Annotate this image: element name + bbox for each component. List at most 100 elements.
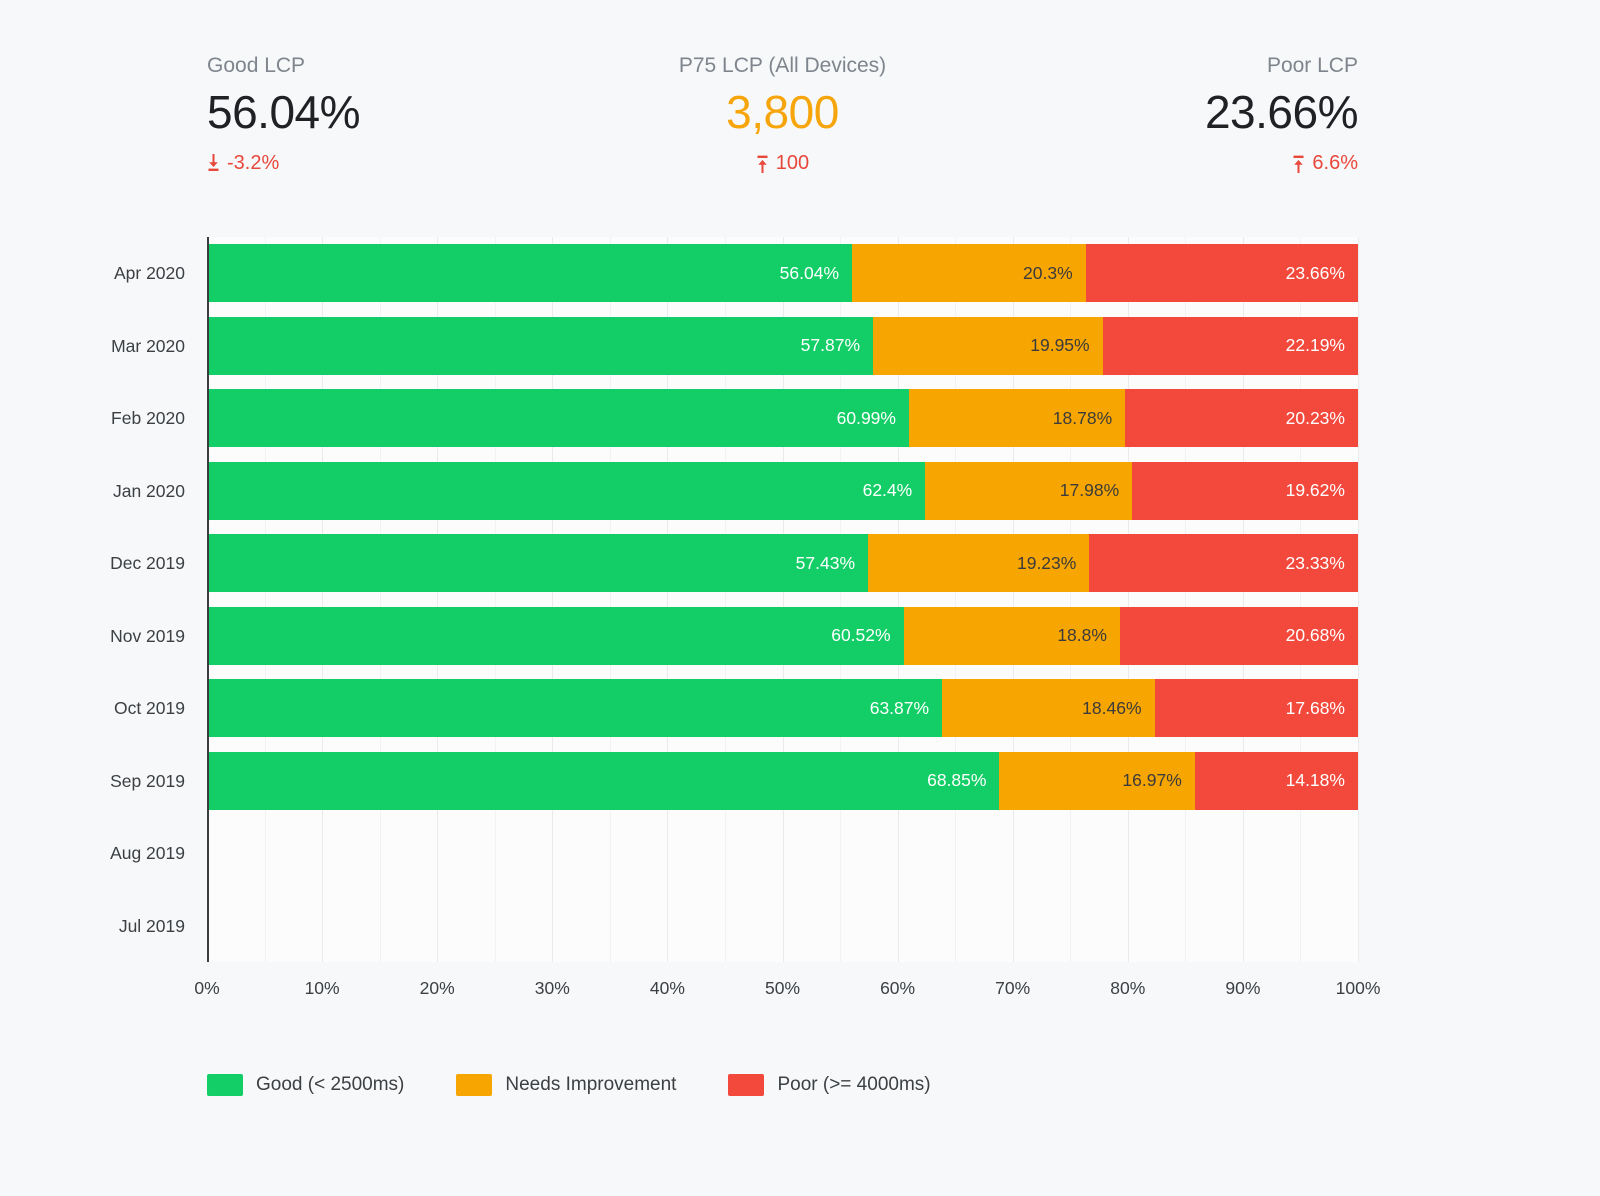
legend-label: Poor (>= 4000ms) xyxy=(777,1074,931,1095)
bar-segment-needs-improvement[interactable]: 18.78% xyxy=(908,389,1126,448)
bar-segment-poor[interactable]: 23.66% xyxy=(1085,244,1358,303)
legend-swatch-needs-improvement xyxy=(456,1074,493,1096)
kpi-delta-value: 100 xyxy=(775,152,810,174)
bar-segment-good[interactable]: 57.43% xyxy=(207,534,869,593)
legend-swatch-poor xyxy=(728,1074,765,1096)
bar-segment-needs-improvement[interactable]: 18.46% xyxy=(942,679,1155,738)
kpi-header: Good LCP 56.04% -3.2% P75 LCP (All Devic… xyxy=(0,0,1600,175)
kpi-value: 23.66% xyxy=(1204,86,1359,138)
x-axis-tick-label: 0% xyxy=(194,978,220,998)
gridline xyxy=(782,237,784,962)
gridline xyxy=(724,237,726,962)
bar-row: 68.85% 16.97% 14.18% xyxy=(207,745,1358,818)
trend-up-icon xyxy=(756,154,769,173)
bar-segment-poor[interactable]: 17.68% xyxy=(1154,679,1358,738)
segment-label: 17.98% xyxy=(1059,480,1120,501)
bar-segment-poor[interactable]: 22.19% xyxy=(1102,316,1358,375)
bar-segment-poor[interactable]: 14.18% xyxy=(1194,751,1358,810)
segment-label: 20.68% xyxy=(1285,625,1345,646)
segment-label: 17.68% xyxy=(1285,697,1345,718)
stacked-bar: 63.87% 18.46% 17.68% xyxy=(207,679,1358,738)
y-axis-labels: Apr 2020 Mar 2020 Feb 2020 Jan 2020 Dec 2019… xyxy=(0,237,207,962)
stacked-bar: 60.52% 18.8% 20.68% xyxy=(207,606,1358,665)
bar-row: 56.04% 20.3% 23.66% xyxy=(207,237,1358,310)
bar-segment-poor[interactable]: 19.62% xyxy=(1132,461,1358,520)
bar-segment-needs-improvement[interactable]: 20.3% xyxy=(852,244,1086,303)
kpi-delta-value: -3.2% xyxy=(227,152,280,174)
stacked-bar xyxy=(207,824,1358,882)
bar-row: 63.87% 18.46% 17.68% xyxy=(207,672,1358,745)
gridline xyxy=(609,237,611,962)
y-axis-label: Jul 2019 xyxy=(118,915,185,936)
lcp-distribution-chart: Apr 2020 Mar 2020 Feb 2020 Jan 2020 Dec 2019… xyxy=(0,237,1600,962)
x-axis-tick-label: 90% xyxy=(1225,978,1261,998)
bar-segment-needs-improvement[interactable]: 17.98% xyxy=(925,461,1133,520)
stacked-bar xyxy=(207,897,1358,955)
segment-label: 19.23% xyxy=(1016,552,1077,573)
bar-segment-poor[interactable]: 20.68% xyxy=(1119,606,1358,665)
stacked-bar: 56.04% 20.3% 23.66% xyxy=(207,244,1358,303)
segment-label: 19.95% xyxy=(1030,335,1090,356)
legend-label: Needs Improvement xyxy=(505,1074,677,1095)
legend-label: Good (< 2500ms) xyxy=(256,1074,405,1095)
x-axis-tick-label: 60% xyxy=(880,978,916,998)
bar-segment-good[interactable]: 60.99% xyxy=(207,389,909,448)
bar-segment-poor[interactable]: 20.23% xyxy=(1125,389,1358,448)
bar-row: 57.87% 19.95% 22.19% xyxy=(207,310,1358,383)
bar-segment-needs-improvement[interactable]: 19.23% xyxy=(868,534,1090,593)
legend-item-poor[interactable]: Poor (>= 4000ms) xyxy=(728,1074,931,1096)
bar-segment-good[interactable]: 63.87% xyxy=(207,679,943,738)
gridline xyxy=(840,237,842,962)
bar-segment-needs-improvement[interactable]: 18.8% xyxy=(903,606,1120,665)
bar-segment-needs-improvement[interactable]: 16.97% xyxy=(999,751,1195,810)
y-axis-label: Jan 2020 xyxy=(112,480,185,501)
segment-label: 56.04% xyxy=(779,262,840,283)
stacked-bar: 57.87% 19.95% 22.19% xyxy=(207,316,1358,375)
bar-row: 62.4% 17.98% 19.62% xyxy=(207,455,1358,528)
gridline xyxy=(437,237,439,962)
gridline xyxy=(667,237,669,962)
kpi-label: Poor LCP xyxy=(1266,54,1358,77)
y-axis-label: Mar 2020 xyxy=(111,335,185,356)
legend-item-good[interactable]: Good (< 2500ms) xyxy=(207,1074,404,1096)
bar-segment-good[interactable]: 56.04% xyxy=(207,244,853,303)
x-axis-tick-label: 40% xyxy=(649,978,685,998)
gridline xyxy=(494,237,496,962)
bar-row: 60.52% 18.8% 20.68% xyxy=(207,600,1358,673)
y-axis-label: Aug 2019 xyxy=(110,843,185,863)
legend-item-needs-improvement[interactable]: Needs Improvement xyxy=(456,1074,676,1096)
y-axis-label: Dec 2019 xyxy=(110,553,185,573)
gridline xyxy=(897,237,899,962)
kpi-value: 3,800 xyxy=(726,86,839,138)
segment-label: 57.87% xyxy=(800,335,861,356)
segment-label: 20.23% xyxy=(1285,407,1345,428)
segment-label: 19.62% xyxy=(1285,480,1345,501)
trend-up-icon xyxy=(1292,154,1305,173)
segment-label: 14.18% xyxy=(1285,770,1345,791)
x-axis-tick-label: 30% xyxy=(534,978,570,998)
bar-segment-good[interactable]: 60.52% xyxy=(207,606,904,665)
bar-segment-needs-improvement[interactable]: 19.95% xyxy=(873,316,1103,375)
bar-row: 60.99% 18.78% 20.23% xyxy=(207,382,1358,455)
gridline xyxy=(1127,237,1129,962)
bar-row xyxy=(207,890,1358,963)
y-axis-label: Oct 2019 xyxy=(113,698,185,718)
kpi-delta: -3.2% xyxy=(207,152,279,175)
gridline xyxy=(322,237,324,962)
x-axis: 0% 10% 20% 30% 40% 50% 60% 70% 80% 90% 100% xyxy=(194,962,1380,1010)
segment-label: 18.46% xyxy=(1082,697,1142,718)
bar-segment-good[interactable]: 68.85% xyxy=(207,751,1000,810)
segment-label: 60.99% xyxy=(836,407,896,428)
gridline xyxy=(1242,237,1244,962)
bar-segment-good[interactable]: 62.4% xyxy=(207,461,926,520)
legend: Good (< 2500ms) Needs Improvement Poor (>=… xyxy=(207,1074,1600,1096)
kpi-delta-value: 6.6% xyxy=(1312,152,1358,174)
gridline xyxy=(1358,237,1359,962)
segment-label: 60.52% xyxy=(831,625,891,646)
y-axis-label: Feb 2020 xyxy=(111,408,185,428)
gridline xyxy=(379,237,381,962)
segment-label: 18.78% xyxy=(1052,407,1113,428)
segment-label: 16.97% xyxy=(1122,770,1182,791)
bar-segment-good[interactable]: 57.87% xyxy=(207,316,874,375)
bar-segment-poor[interactable]: 23.33% xyxy=(1089,534,1358,593)
